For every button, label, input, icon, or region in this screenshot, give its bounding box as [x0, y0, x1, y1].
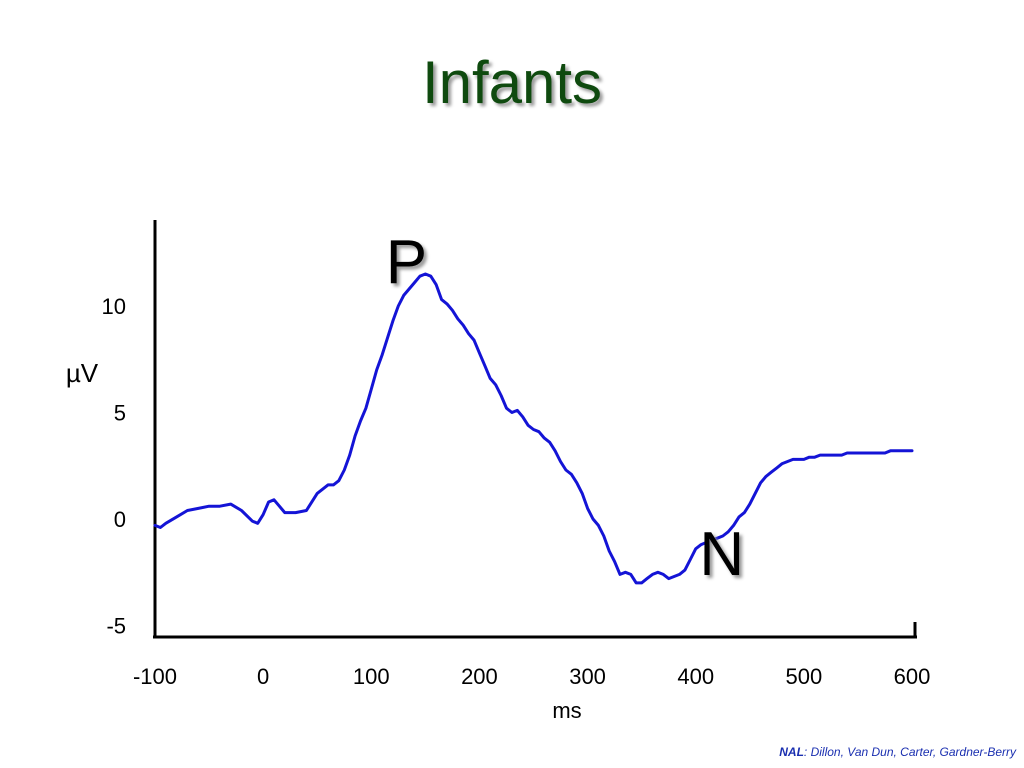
slide-title: Infants [421, 49, 603, 116]
y-tick-label: -5 [106, 614, 126, 639]
x-tick-labels: -100 0 100 200 300 400 500 600 [133, 664, 930, 689]
y-tick-label: 10 [102, 294, 126, 319]
x-tick-label: 300 [569, 664, 606, 689]
citation-authors: : Dillon, Van Dun, Carter, Gardner-Berry [803, 745, 1016, 759]
series-line [153, 272, 914, 585]
citation: NAL: Dillon, Van Dun, Carter, Gardner-Be… [779, 745, 1016, 759]
chart-axes [153, 220, 917, 639]
y-axis-label: µV [66, 358, 99, 388]
peak-annotations: PN [386, 228, 744, 589]
x-tick-label: 400 [677, 664, 714, 689]
annotation-p: P [386, 228, 427, 297]
citation-org: NAL [779, 745, 804, 759]
x-tick-label: 100 [353, 664, 390, 689]
x-tick-label: 600 [894, 664, 931, 689]
x-tick-label: 0 [257, 664, 269, 689]
x-tick-label: 500 [785, 664, 822, 689]
y-tick-labels: 10 5 0 -5 [102, 294, 126, 639]
x-tick-label: 200 [461, 664, 498, 689]
y-tick-label: 0 [114, 507, 126, 532]
annotation-n: N [699, 520, 744, 589]
x-axis-label: ms [552, 698, 581, 723]
x-tick-label: -100 [133, 664, 177, 689]
y-tick-label: 5 [114, 401, 126, 426]
